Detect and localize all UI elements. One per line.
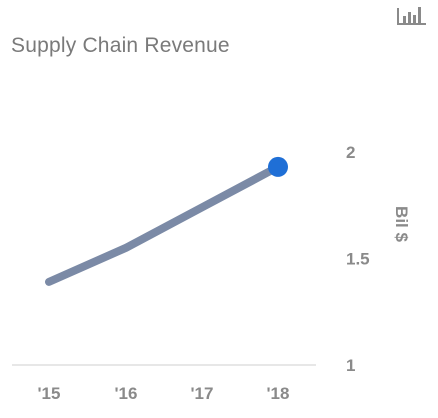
bar-chart-icon[interactable]	[396, 4, 428, 26]
x-axis-ticks: '15 '16 '17 '18	[38, 384, 290, 403]
y-tick-label: 1.5	[346, 250, 370, 269]
y-tick-label: 2	[346, 143, 355, 162]
y-axis-label: Bil $	[392, 206, 411, 242]
y-axis-ticks: 11.52	[346, 143, 370, 375]
chart-title: Supply Chain Revenue	[11, 34, 230, 57]
last-data-point[interactable]	[268, 156, 288, 177]
x-tick-label: '18	[267, 384, 290, 403]
x-tick-label: '17	[191, 384, 214, 403]
x-tick-label: '16	[115, 384, 138, 403]
data-points	[268, 156, 288, 177]
y-tick-label: 1	[346, 356, 355, 375]
x-tick-label: '15	[38, 384, 61, 403]
series-line	[45, 162, 282, 286]
